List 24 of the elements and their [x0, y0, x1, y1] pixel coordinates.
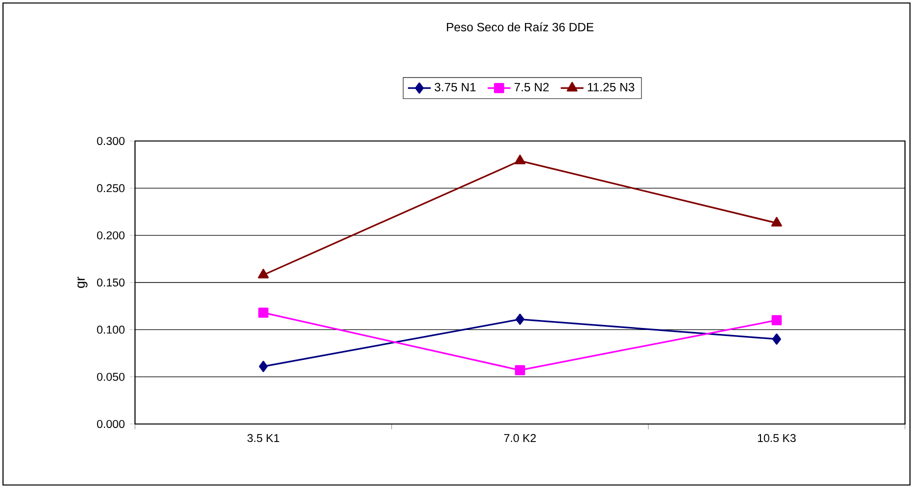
x-tick-label: 7.0 K2 [504, 434, 536, 442]
legend-label: 7.5 N2 [514, 82, 549, 92]
x-tick-label: 3.5 K1 [247, 434, 280, 442]
legend-label: 11.25 N3 [588, 82, 634, 92]
point [771, 216, 782, 227]
y-tick-label: 0.200 [97, 231, 125, 240]
chart-title: Peso Seco de Raíz 36 DDE [446, 22, 594, 32]
point [514, 154, 526, 164]
y-tick-label: 0.050 [97, 372, 125, 381]
point [258, 360, 268, 372]
y-tick-label: 0.250 [97, 184, 125, 192]
y-tick-label: 0.100 [97, 326, 125, 334]
point [258, 268, 269, 278]
y-tick-label: 0.000 [97, 420, 125, 428]
point [772, 333, 782, 345]
legend-label: 3.75 N1 [434, 82, 476, 92]
point [514, 365, 526, 376]
x-tick-label: 10.5 K3 [758, 434, 796, 442]
y-tick-label: 0.300 [97, 136, 125, 145]
point [772, 315, 782, 326]
point [516, 314, 524, 325]
y-axis-title: gr [78, 276, 88, 288]
y-tick-label: 0.150 [97, 278, 125, 286]
point [258, 308, 268, 318]
